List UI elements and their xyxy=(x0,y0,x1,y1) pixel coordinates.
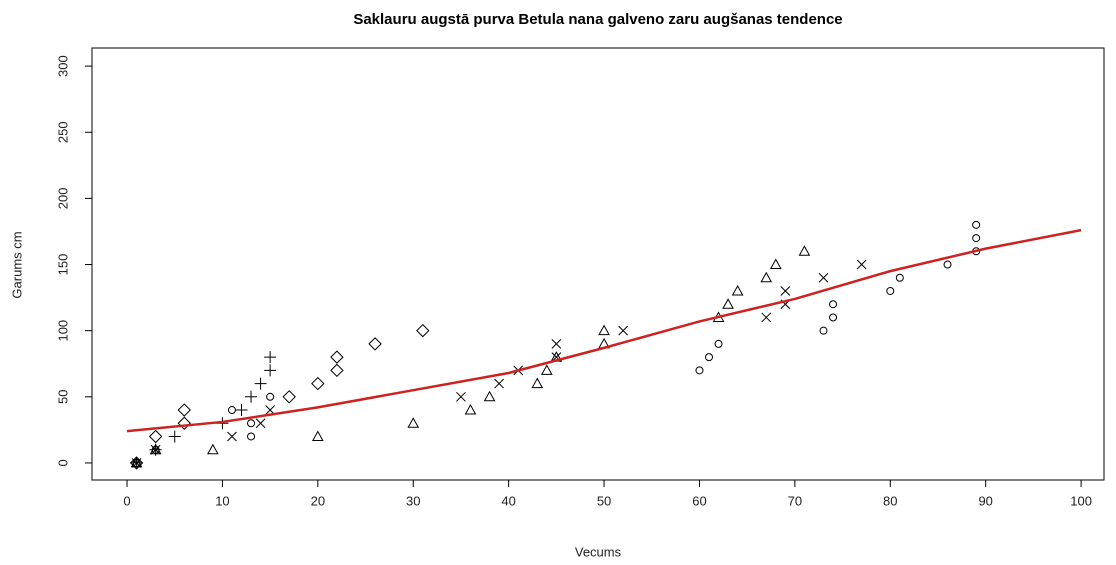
point xyxy=(456,391,466,402)
point xyxy=(235,404,248,417)
point xyxy=(177,416,191,430)
point xyxy=(177,403,191,417)
y-tick-label: 0 xyxy=(55,459,70,466)
point xyxy=(798,245,811,256)
point xyxy=(330,363,344,378)
y-tick-label: 250 xyxy=(55,121,70,143)
y-axis-label: Garums cm xyxy=(9,231,24,298)
x-tick-label: 100 xyxy=(1070,493,1092,508)
y-tick-label: 200 xyxy=(55,188,70,210)
point xyxy=(150,444,161,455)
point xyxy=(282,390,296,404)
point xyxy=(731,284,744,296)
point xyxy=(819,326,828,335)
x-tick-label: 0 xyxy=(123,493,130,508)
x-tick-label: 10 xyxy=(215,493,229,508)
point xyxy=(494,378,504,389)
point xyxy=(247,432,256,441)
point xyxy=(266,392,275,401)
point xyxy=(722,298,734,309)
point xyxy=(618,325,628,336)
point xyxy=(972,220,981,229)
point xyxy=(227,431,237,442)
x-tick-label: 50 xyxy=(597,493,611,508)
point xyxy=(483,390,496,402)
x-tick-label: 70 xyxy=(788,493,802,508)
point xyxy=(464,403,477,415)
point xyxy=(714,339,723,348)
point xyxy=(540,364,553,375)
point xyxy=(148,429,163,444)
x-tick-label: 40 xyxy=(501,493,515,508)
point xyxy=(551,339,562,349)
point xyxy=(264,351,277,364)
point xyxy=(416,323,430,338)
trend-line xyxy=(126,228,1082,433)
point xyxy=(245,390,258,403)
point xyxy=(856,259,867,270)
point xyxy=(254,377,267,390)
point xyxy=(168,430,181,443)
point xyxy=(368,337,382,351)
point xyxy=(264,364,277,377)
x-tick-label: 80 xyxy=(883,493,897,508)
y-tick-label: 100 xyxy=(55,320,70,342)
point xyxy=(769,258,782,270)
y-tick-label: 300 xyxy=(55,55,70,77)
point xyxy=(886,286,895,295)
point xyxy=(311,376,325,391)
point xyxy=(761,312,772,323)
plot-frame xyxy=(91,47,1105,481)
x-tick-label: 20 xyxy=(311,493,325,508)
point xyxy=(943,260,952,269)
y-tick-label: 50 xyxy=(55,390,70,404)
point xyxy=(407,417,420,428)
point xyxy=(829,313,838,322)
point xyxy=(705,353,714,362)
point xyxy=(330,350,344,364)
x-axis-label: Vecums xyxy=(575,544,622,559)
point xyxy=(829,300,838,309)
point xyxy=(695,366,704,375)
point xyxy=(818,272,829,283)
point xyxy=(531,377,544,389)
point xyxy=(760,271,773,283)
point xyxy=(129,456,144,470)
point xyxy=(247,419,256,428)
y-tick-label: 150 xyxy=(55,254,70,276)
chart-title: Saklauru augstā purva Betula nana galven… xyxy=(353,11,842,28)
point xyxy=(972,234,981,243)
x-tick-label: 60 xyxy=(692,493,706,508)
x-tick-label: 90 xyxy=(978,493,992,508)
point xyxy=(227,406,236,415)
point xyxy=(311,430,324,441)
x-tick-label: 30 xyxy=(406,493,420,508)
point xyxy=(780,286,791,296)
point xyxy=(255,418,266,429)
point xyxy=(598,324,610,336)
point xyxy=(895,273,904,282)
point xyxy=(207,443,219,455)
